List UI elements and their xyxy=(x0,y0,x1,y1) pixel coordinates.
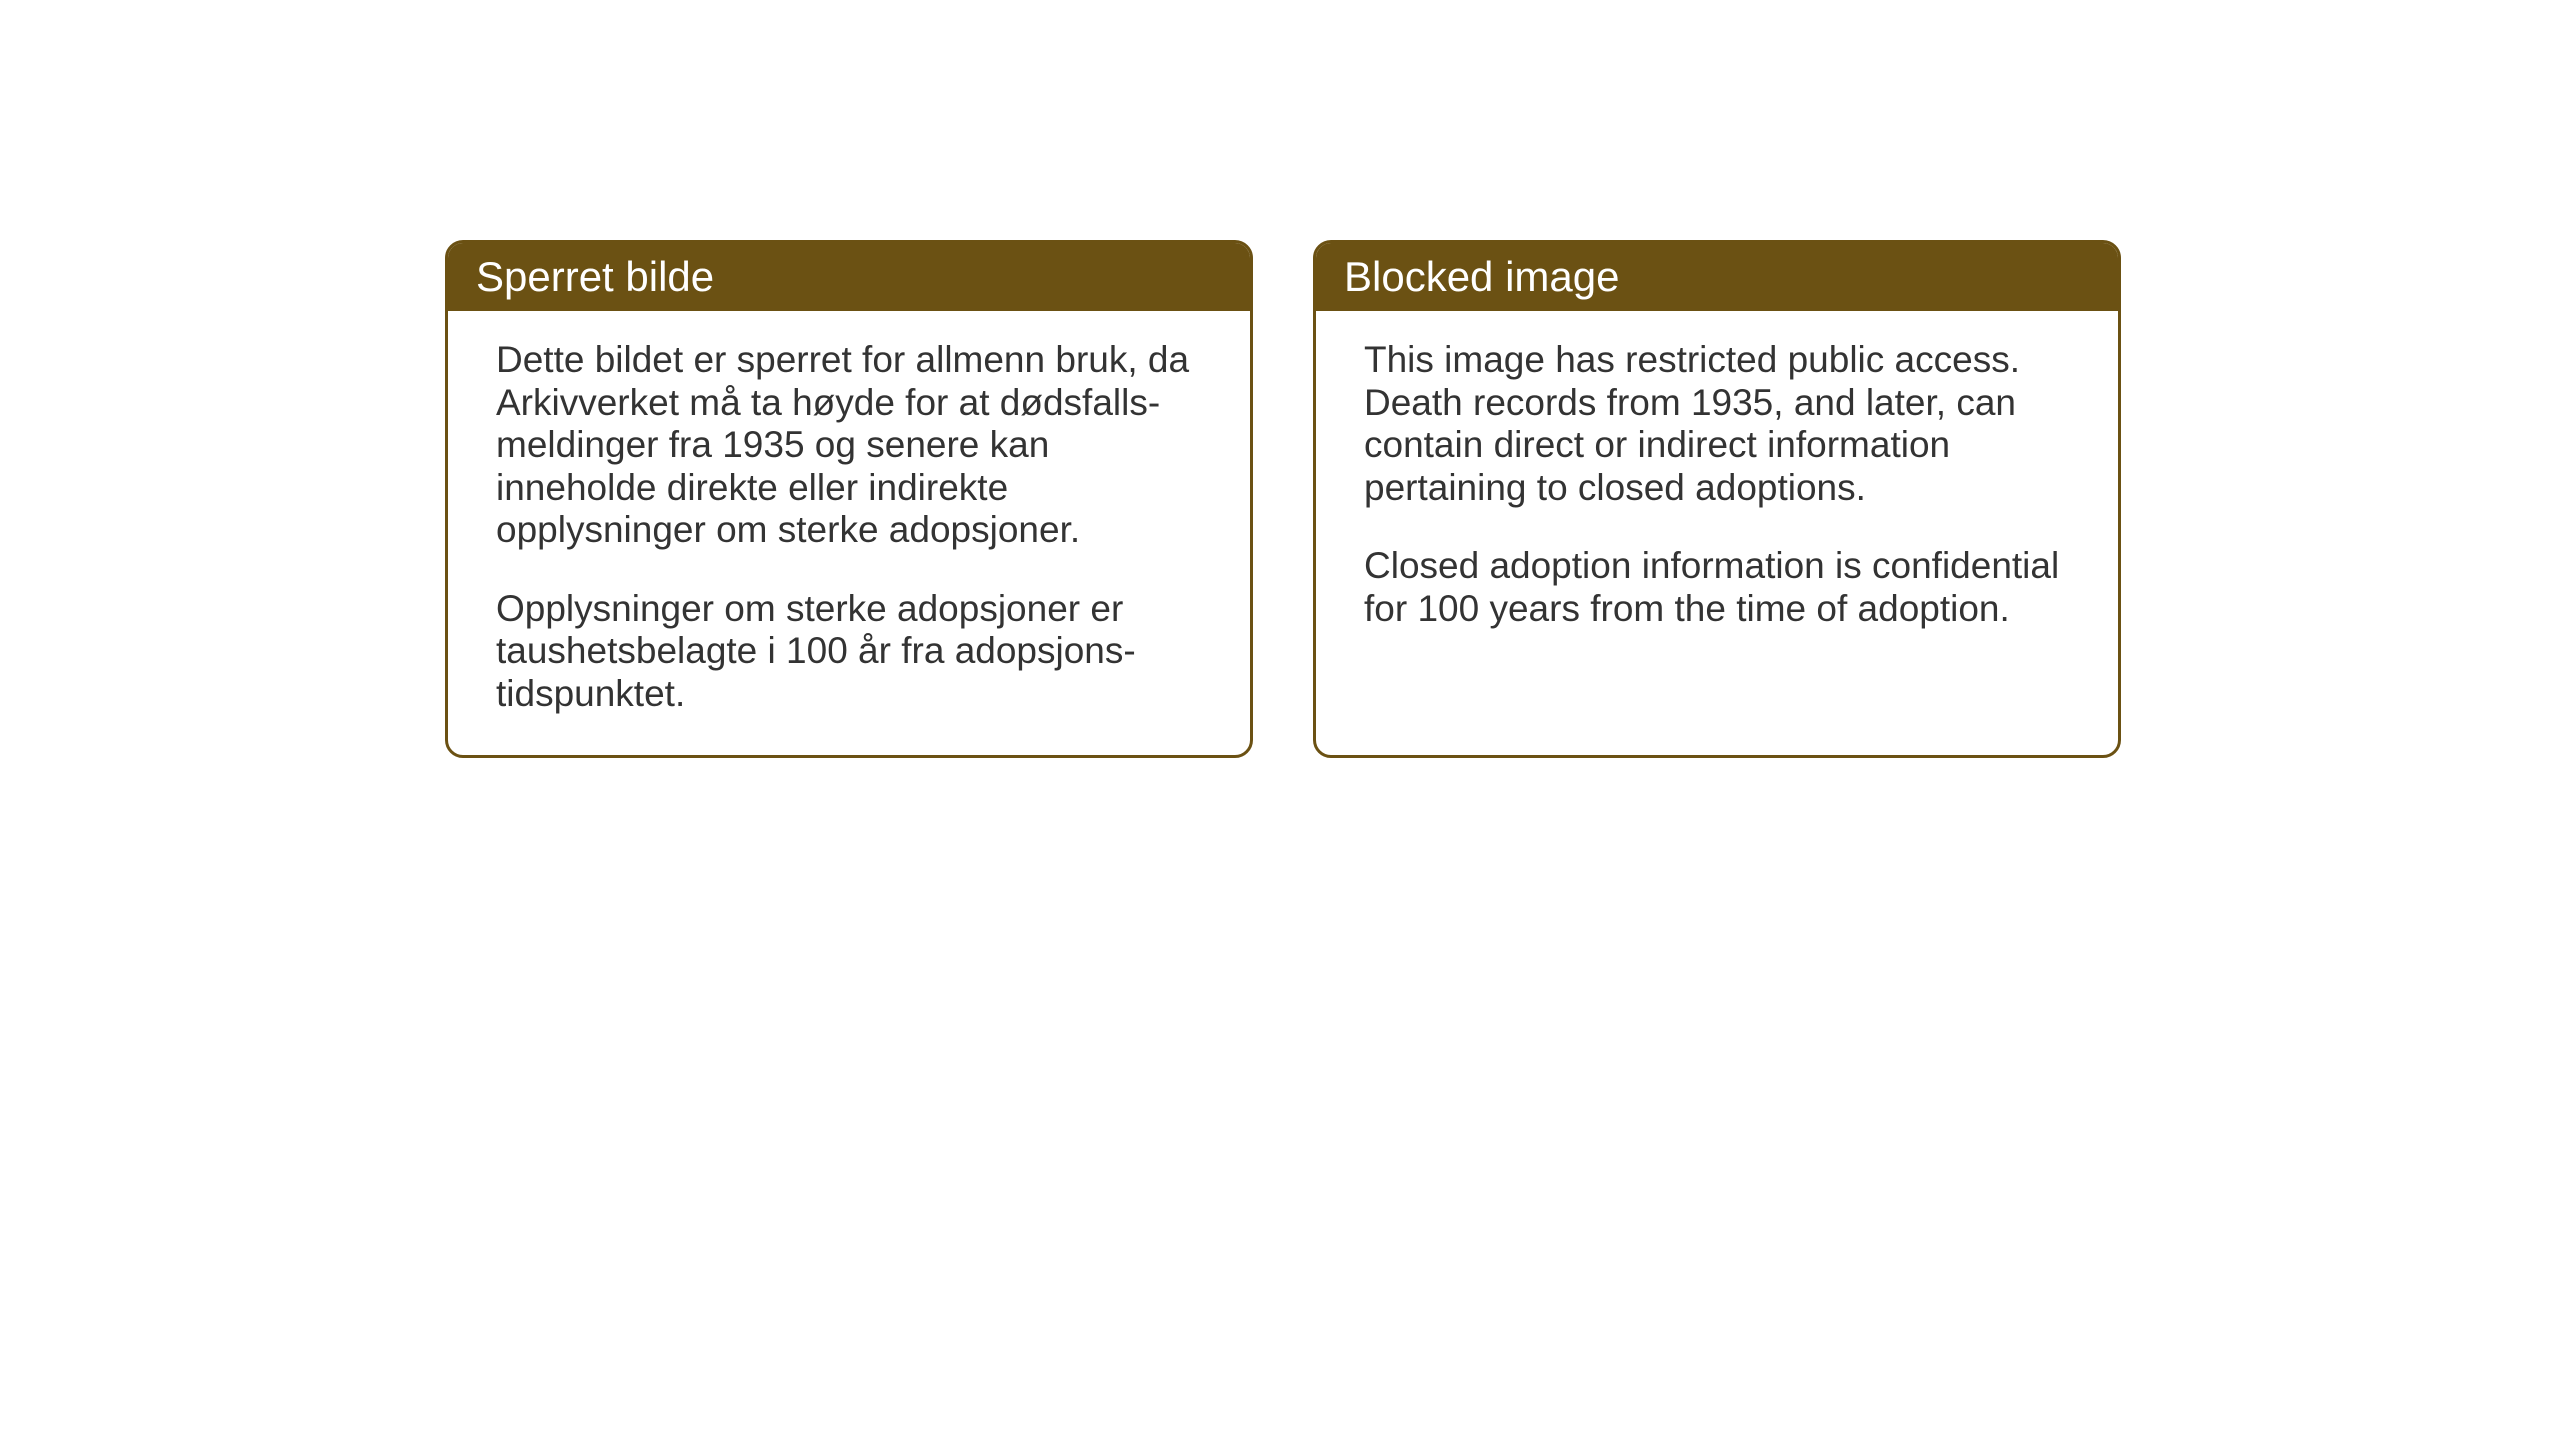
norwegian-paragraph-1: Dette bildet er sperret for allmenn bruk… xyxy=(496,339,1202,552)
english-paragraph-2: Closed adoption information is confident… xyxy=(1364,545,2070,630)
norwegian-notice-card: Sperret bilde Dette bildet er sperret fo… xyxy=(445,240,1253,758)
notice-container: Sperret bilde Dette bildet er sperret fo… xyxy=(445,240,2121,758)
english-card-title: Blocked image xyxy=(1316,243,2118,311)
english-card-body: This image has restricted public access.… xyxy=(1316,311,2118,670)
norwegian-card-title: Sperret bilde xyxy=(448,243,1250,311)
english-paragraph-1: This image has restricted public access.… xyxy=(1364,339,2070,509)
norwegian-card-body: Dette bildet er sperret for allmenn bruk… xyxy=(448,311,1250,755)
norwegian-paragraph-2: Opplysninger om sterke adopsjoner er tau… xyxy=(496,588,1202,716)
english-notice-card: Blocked image This image has restricted … xyxy=(1313,240,2121,758)
